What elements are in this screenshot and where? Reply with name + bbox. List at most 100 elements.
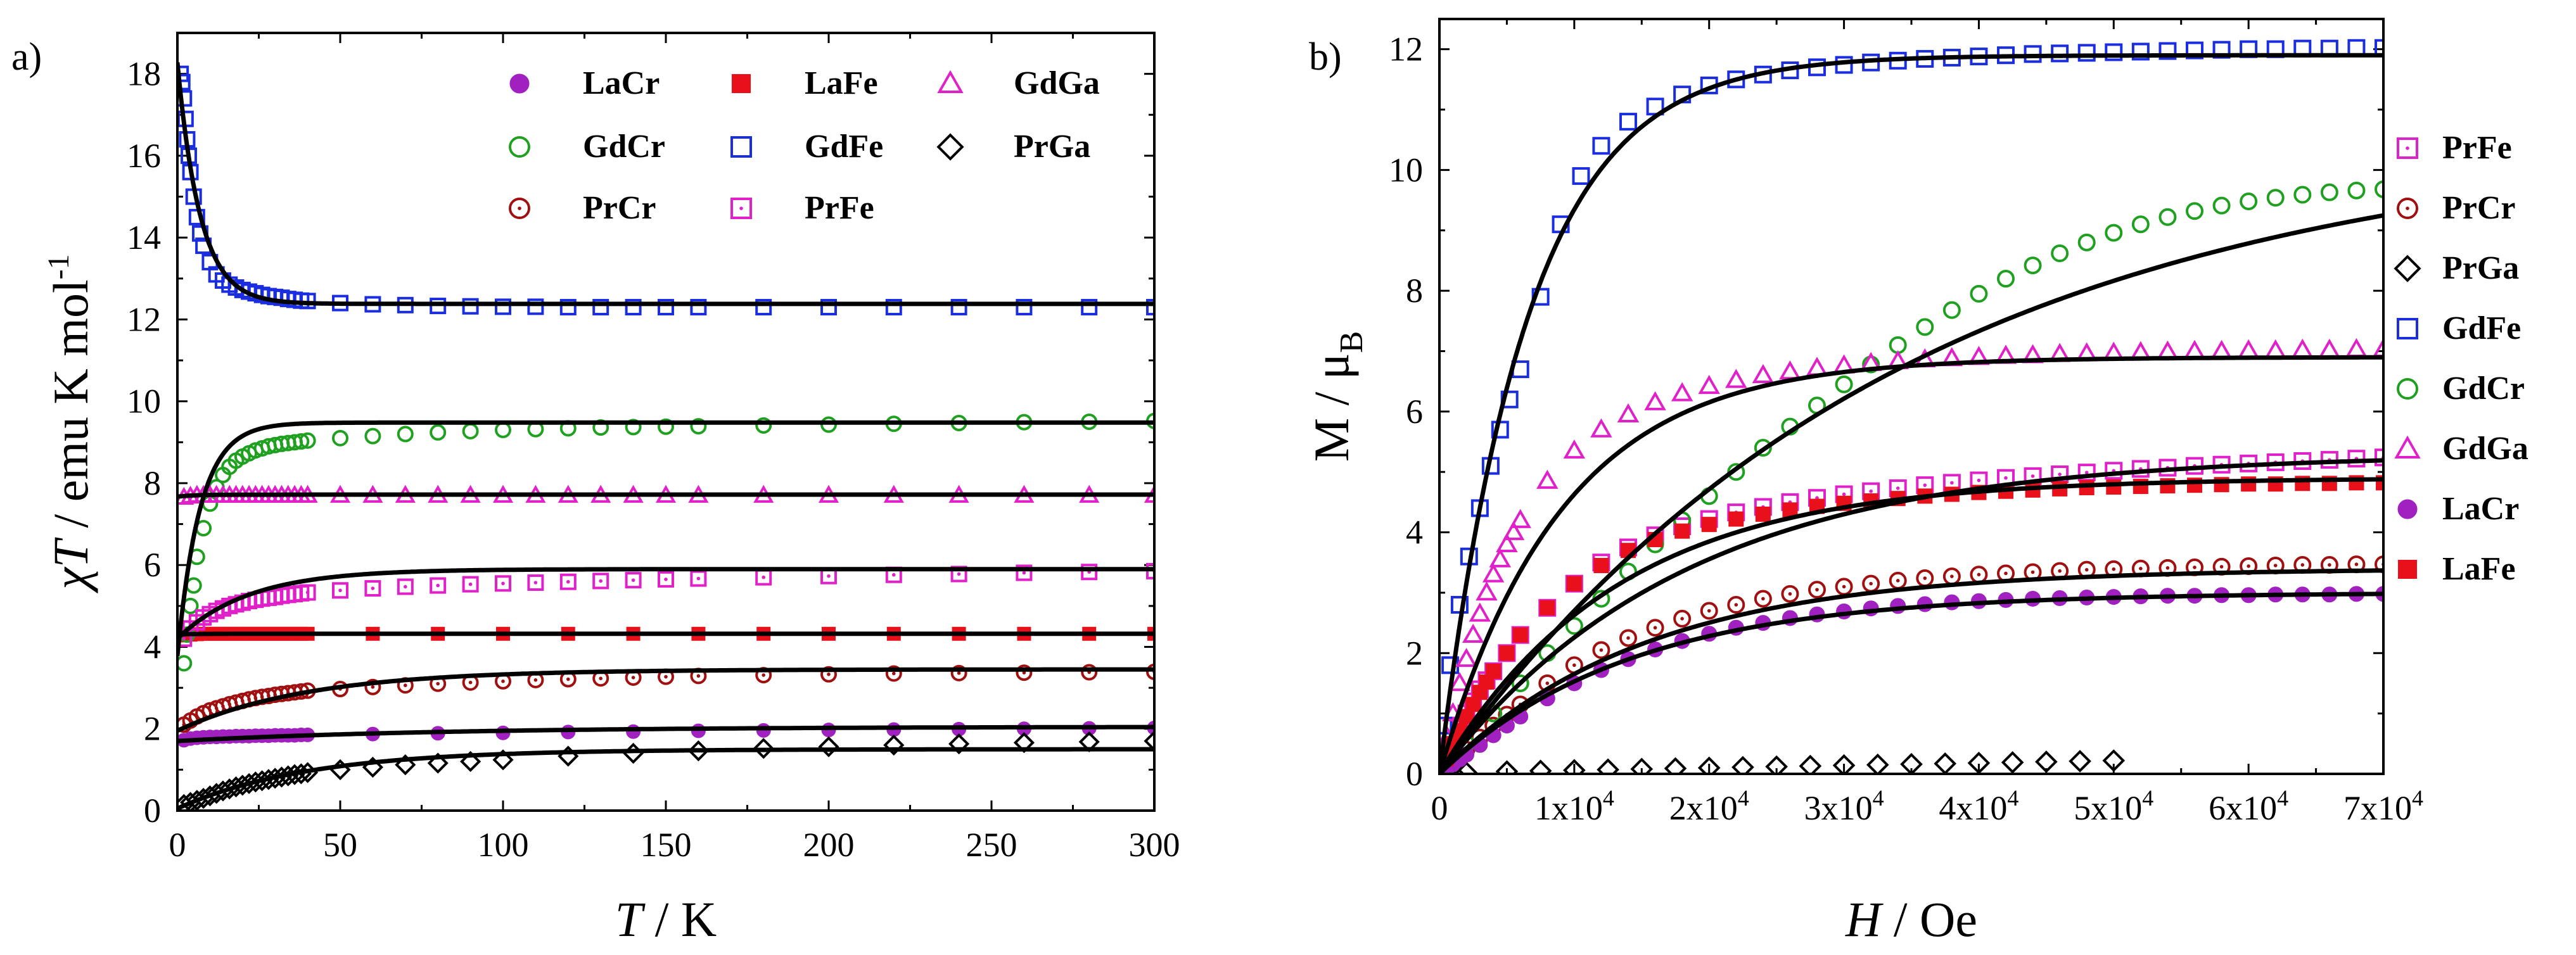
data-point-gdfe: [690, 299, 707, 316]
legend-marker-gdcr: [2397, 378, 2418, 400]
data-point-prga: [1630, 757, 1654, 774]
legend-label-gdga: GdGa: [1014, 65, 1100, 101]
legend-label-lafe: LaFe: [805, 65, 878, 101]
data-point-gdcr: [625, 419, 642, 436]
data-point-gdcr: [462, 422, 479, 440]
data-point-prga: [948, 733, 970, 755]
fit-line-prfe: [177, 567, 1154, 641]
data-point-gdcr: [2051, 244, 2069, 262]
data-point-prcr: [1619, 629, 1637, 647]
x-tick-label: 0: [169, 826, 186, 864]
legend-marker-prga: [936, 133, 964, 161]
data-point-gdga: [2372, 338, 2383, 357]
legend-item-lafe: LaFe: [2398, 551, 2516, 587]
data-point-lafe: [1540, 600, 1555, 616]
legend-marker-gdcr: [509, 136, 530, 158]
data-point-prga: [1563, 759, 1586, 774]
legend-label-lacr: LaCr: [2442, 491, 2519, 527]
data-point-prfe: [495, 575, 511, 592]
data-point-gdfe: [755, 299, 772, 316]
plot-area: [177, 61, 1154, 811]
data-point-gdga: [1752, 364, 1775, 383]
data-point-prga: [623, 742, 644, 764]
data-point-gdcr: [430, 424, 447, 441]
data-point-prga: [2102, 749, 2126, 772]
data-point-gdfe: [2051, 44, 2069, 63]
data-point-prfe: [430, 577, 447, 594]
fit-line-prcr: [177, 667, 1154, 733]
data-point-prfe: [397, 578, 414, 595]
data-point-prga: [1799, 754, 1822, 774]
x-tick-label: 200: [803, 826, 855, 864]
legend-item-gdga: GdGa: [937, 65, 1100, 101]
data-point-prga: [1697, 756, 1721, 774]
data-point-prga: [1495, 760, 1519, 774]
panel-a-chi-t-vs-temperature: 0 50 100 150 200 250 300 0 2 4 6 8 10 12 14 16 18 a) T / K…: [11, 32, 1180, 947]
series-prfe: [177, 562, 1154, 647]
legend-label-prga: PrGa: [1014, 129, 1090, 165]
data-point-gdcr: [1835, 375, 1853, 393]
x-tick-label: 2x104: [1669, 785, 1749, 827]
fit-line-gdfe: [177, 61, 1154, 307]
data-point-prfe: [658, 571, 674, 588]
x-tick-label: 7x104: [2343, 785, 2423, 827]
data-point-prga: [687, 740, 709, 762]
data-point-gdcr: [2158, 208, 2177, 226]
data-point-prga: [1866, 753, 1889, 774]
data-point-gdfe: [885, 299, 902, 316]
data-point-gdcr: [2320, 183, 2338, 201]
y-tick-label: 8: [144, 464, 161, 502]
data-point-lafe: [1755, 506, 1771, 522]
x-tick-label: 300: [1129, 826, 1180, 864]
data-point-prga: [492, 749, 514, 771]
data-point-gdga: [1448, 672, 1471, 692]
data-point-gdfe: [1572, 167, 1590, 185]
data-point-gdfe: [1619, 113, 1637, 131]
data-point-prga: [818, 736, 839, 757]
data-point-gdga: [1671, 382, 1693, 402]
plot-area: [1439, 39, 2383, 774]
legend-marker-lafe: [2398, 560, 2417, 579]
data-point-lafe: [1499, 645, 1515, 661]
y-tick-label: 6: [144, 546, 161, 584]
legend-label-lacr: LaCr: [583, 65, 660, 101]
x-tick-label: 1x104: [1534, 785, 1614, 827]
x-tick-label: 5x104: [2074, 785, 2153, 827]
legend-marker-lafe: [732, 74, 751, 93]
legend-item-prfe: PrFe: [2397, 130, 2512, 166]
panel-label: b): [1309, 35, 1342, 79]
data-point-gdga: [1455, 647, 1477, 667]
data-point-gdfe: [2077, 44, 2096, 62]
legend: LaCr GdCr PrCr LaFe GdFe PrFe GdGa PrGa: [509, 65, 1100, 226]
data-point-gdfe: [177, 73, 191, 91]
data-point-gdga: [1496, 533, 1518, 552]
data-point-prcr: [885, 665, 902, 682]
data-point-prcr: [1781, 585, 1799, 603]
data-point-prfe: [690, 570, 707, 587]
data-point-gdfe: [820, 299, 837, 316]
data-point-gdcr: [1970, 284, 1988, 303]
legend-label-gdga: GdGa: [2442, 431, 2528, 467]
data-point-gdcr: [2266, 189, 2285, 207]
data-point-prga: [2035, 750, 2058, 773]
y-tick-label: 0: [1406, 755, 1423, 793]
data-point-gdcr: [2375, 180, 2383, 198]
legend-item-lacr: LaCr: [2397, 491, 2519, 527]
legend-label-prcr: PrCr: [2442, 190, 2515, 226]
data-point-gdcr: [2105, 224, 2123, 242]
data-point-prcr: [1700, 602, 1718, 620]
data-point-prcr: [1592, 641, 1610, 659]
series-lacr: [1439, 586, 2383, 774]
data-point-prfe: [527, 574, 544, 591]
data-point-prfe: [755, 569, 772, 586]
x-tick-label: 50: [323, 826, 357, 864]
data-point-gdfe: [658, 299, 674, 316]
data-point-gdfe: [559, 299, 577, 316]
data-point-gdcr: [2212, 196, 2231, 215]
data-point-gdfe: [1016, 299, 1033, 316]
data-point-prga: [427, 752, 449, 774]
data-point-gdga: [2292, 338, 2314, 358]
data-point-prga: [1832, 754, 1856, 774]
data-point-prga: [1934, 752, 1957, 774]
data-point-prcr: [1727, 595, 1745, 614]
